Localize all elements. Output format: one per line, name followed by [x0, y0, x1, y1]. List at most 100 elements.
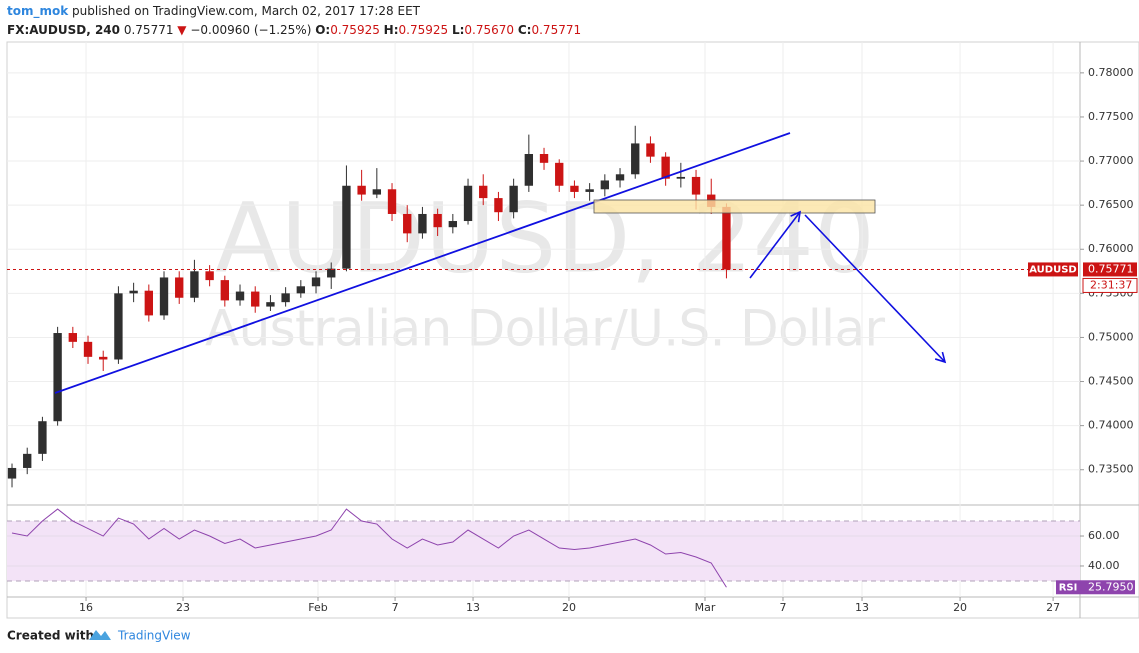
- ohlc-value: 0.75771: [531, 23, 582, 37]
- candle-body: [281, 293, 290, 303]
- y-tick-label: 40.00: [1088, 559, 1120, 572]
- x-tick-label: Feb: [308, 601, 327, 614]
- candle-body: [463, 185, 473, 222]
- candle-body: [38, 421, 47, 454]
- candle-body: [387, 189, 397, 214]
- author: tom_mok: [7, 4, 69, 18]
- candle-body: [691, 176, 701, 195]
- footer: Created with TradingView: [7, 629, 191, 643]
- brand: TradingView: [117, 629, 191, 643]
- ohlc-value: 0.75670: [464, 23, 515, 37]
- price-tag-text: 0.75771: [1088, 262, 1134, 275]
- last: 0.75771: [123, 23, 174, 37]
- candle-body: [494, 198, 503, 213]
- y-tick-label: 0.76000: [1088, 242, 1134, 255]
- y-tick-label: 0.78000: [1088, 66, 1134, 79]
- rsi-band: [7, 521, 1080, 581]
- timer-tag: [1082, 277, 1138, 293]
- candle-body: [99, 356, 108, 360]
- ohlc-value: 0.75925: [398, 23, 449, 37]
- trend-line: [54, 132, 791, 394]
- candle-body: [555, 162, 564, 186]
- candle-body: [190, 271, 199, 298]
- candle-body: [615, 174, 625, 181]
- candle-body: [266, 302, 275, 307]
- ohlc-value: 0.75925: [330, 23, 380, 37]
- candle-body: [7, 467, 17, 479]
- header: tom_mok published on TradingView.com, Ma…: [7, 2, 581, 40]
- candle-body: [479, 185, 488, 199]
- x-tick-label: 27: [1046, 601, 1060, 614]
- candle-body: [251, 291, 260, 307]
- candle-body: [585, 189, 594, 192]
- candle-body: [403, 213, 412, 234]
- candle-body: [220, 280, 230, 301]
- symbol: FX:AUDUSD, 240: [7, 23, 121, 37]
- candle-body: [661, 156, 670, 179]
- ohlc-key: L:: [451, 23, 465, 37]
- candle-body: [448, 221, 458, 228]
- header-line: FX:AUDUSD, 240 0.75771 ▼ −0.00960 (−1.25…: [7, 21, 581, 40]
- timer-text: 2:31:37: [1090, 278, 1132, 291]
- candle-body: [311, 277, 321, 287]
- symbol-tag-text: AUDUSD: [1029, 264, 1076, 275]
- x-tick-label: 7: [779, 601, 786, 614]
- y-tick-label: 0.74000: [1088, 419, 1134, 432]
- candle-body: [646, 143, 655, 157]
- candle-body: [159, 277, 169, 316]
- published: published on TradingView.com, March 02, …: [72, 4, 420, 18]
- arrow: [804, 214, 947, 364]
- ohlc-key: O:: [315, 23, 331, 37]
- symbol-tag: [1028, 262, 1078, 277]
- rsi-tag: [1056, 580, 1135, 595]
- candle-body: [722, 206, 731, 270]
- candle-body: [600, 180, 610, 190]
- candle-body: [83, 341, 93, 357]
- price-tag: [1083, 262, 1137, 277]
- down-icon: ▼: [177, 23, 187, 37]
- footer-text: Created with: [7, 629, 94, 643]
- y-tick-label: 0.77000: [1088, 154, 1134, 167]
- candle-body: [144, 290, 154, 316]
- rsi-line: [11, 508, 727, 588]
- candle-body: [235, 291, 245, 301]
- x-tick-label: 20: [953, 601, 967, 614]
- candle-body: [175, 277, 184, 298]
- y-tick-label: 0.75000: [1088, 330, 1134, 343]
- ohlc-key: H:: [383, 23, 399, 37]
- x-tick-label: 20: [562, 601, 576, 614]
- candle-body: [327, 268, 336, 278]
- candle-body: [342, 185, 351, 269]
- drawings: [54, 132, 947, 394]
- candle-body: [205, 271, 214, 281]
- candle-body: [524, 154, 534, 186]
- zone: [593, 199, 876, 214]
- candle-body: [433, 213, 442, 228]
- x-tick-label: 13: [466, 601, 480, 614]
- rsi-value: 25.7950: [1088, 580, 1134, 593]
- header-line: tom_mok published on TradingView.com, Ma…: [7, 2, 581, 21]
- candle-body: [539, 154, 549, 163]
- x-tick-label: 16: [79, 601, 93, 614]
- plot: [7, 42, 1080, 597]
- logo: [89, 630, 111, 640]
- y-tick-label: 0.76500: [1088, 198, 1134, 211]
- candle-body: [676, 176, 686, 179]
- y-tick-label: 0.74500: [1088, 375, 1134, 388]
- x-tick-label: 23: [176, 601, 190, 614]
- candle-body: [114, 293, 123, 360]
- candle-body: [357, 185, 366, 195]
- candle-body: [570, 185, 579, 192]
- candle-body: [53, 333, 62, 422]
- y-tick-label: 0.73500: [1088, 463, 1134, 476]
- change: −0.00960 (−1.25%): [190, 23, 312, 37]
- candle-body: [418, 213, 427, 234]
- x-tick-label: Mar: [695, 601, 716, 614]
- arrow: [749, 210, 801, 279]
- candle-body: [296, 286, 306, 294]
- candle-body: [372, 189, 382, 195]
- rsi-name: RSI: [1059, 582, 1078, 593]
- x-tick-label: 7: [392, 601, 399, 614]
